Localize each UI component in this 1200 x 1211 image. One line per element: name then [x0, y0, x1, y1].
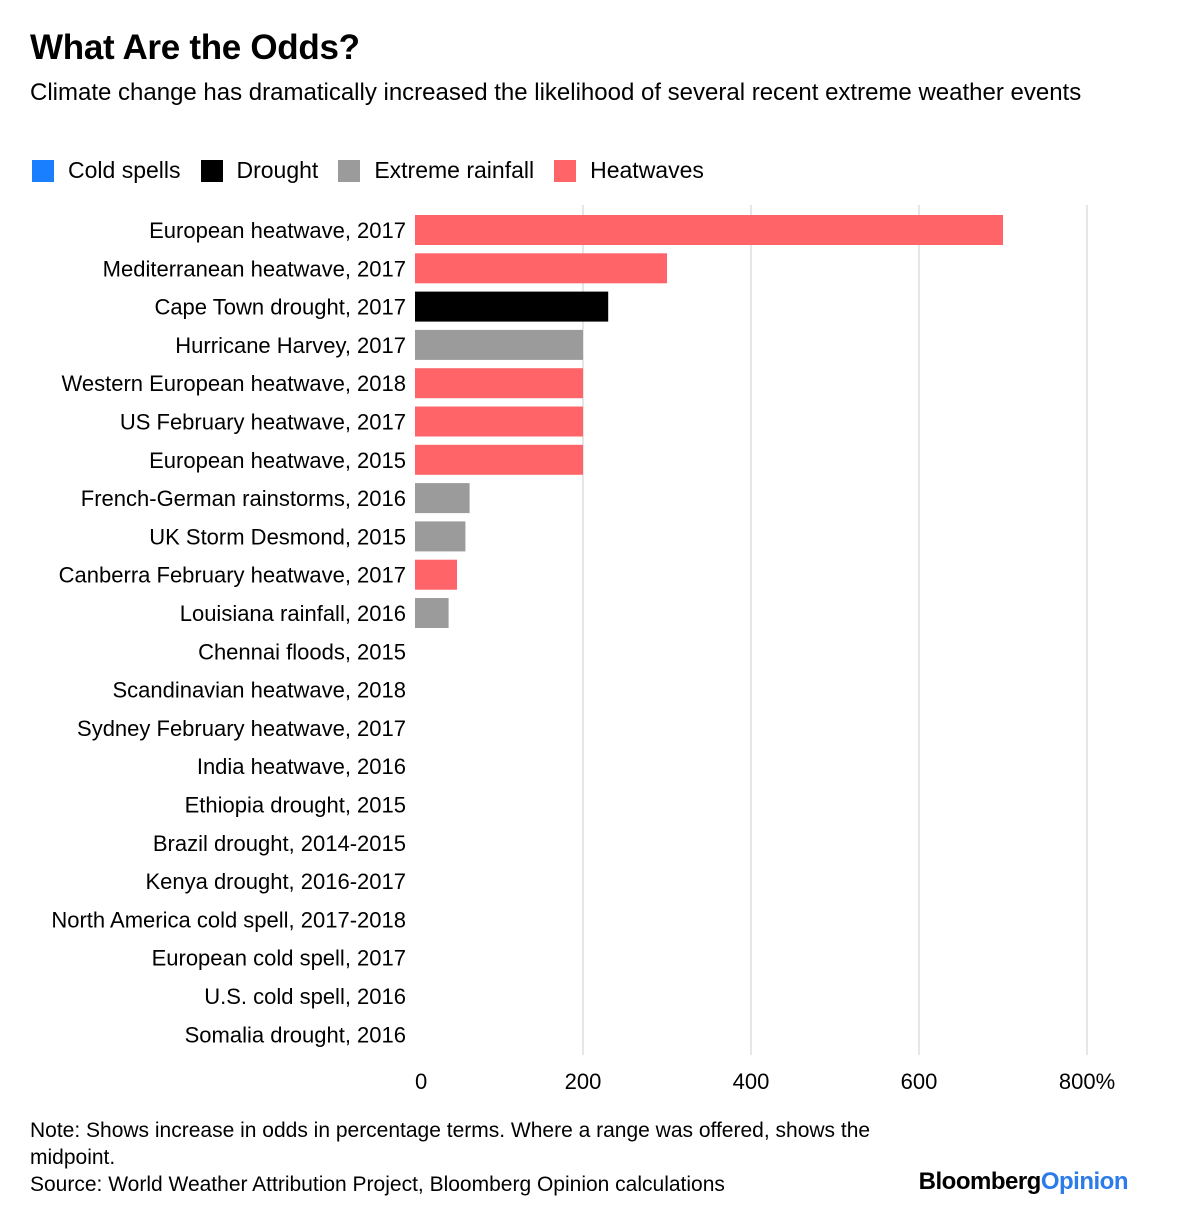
bar — [415, 368, 583, 399]
legend-label-heatwaves: Heatwaves — [590, 157, 704, 183]
category-label: U.S. cold spell, 2016 — [204, 984, 406, 1009]
category-label: Ethiopia drought, 2015 — [185, 793, 406, 818]
category-label: Mediterranean heatwave, 2017 — [103, 256, 406, 281]
bar — [415, 483, 470, 514]
bar — [415, 291, 609, 322]
chart-source: Source: World Weather Attribution Projec… — [30, 1173, 725, 1196]
legend: Cold spells Drought Extreme rainfall Hea… — [32, 157, 724, 184]
legend-swatch-heatwaves — [554, 159, 577, 182]
legend-swatch-cold-spells — [32, 159, 54, 182]
bar — [415, 329, 583, 360]
category-label: French-German rainstorms, 2016 — [81, 486, 406, 511]
legend-item-drought: Drought — [200, 157, 319, 184]
category-label: Somalia drought, 2016 — [185, 1022, 406, 1047]
bar — [415, 444, 583, 475]
category-label: Brazil drought, 2014-2015 — [153, 831, 406, 856]
chart-title: What Are the Odds? — [30, 28, 360, 67]
brand-logo: BloombergOpinion — [918, 1168, 1129, 1196]
legend-item-heatwaves: Heatwaves — [554, 157, 704, 184]
bar — [415, 215, 1003, 245]
legend-swatch-drought — [200, 159, 223, 182]
bar-chart: European heatwave, 2017 Mediterranean hea… — [51, 205, 1115, 1094]
category-label: Kenya drought, 2016-2017 — [145, 869, 406, 894]
legend-swatch-extreme-rainfall — [338, 159, 361, 182]
category-label: European cold spell, 2017 — [152, 946, 406, 971]
category-label: Cape Town drought, 2017 — [154, 295, 406, 320]
category-label: Hurricane Harvey, 2017 — [175, 333, 406, 358]
category-label: UK Storm Desmond, 2015 — [149, 524, 406, 549]
category-label: US February heatwave, 2017 — [120, 410, 406, 435]
category-label: Louisiana rainfall, 2016 — [180, 601, 406, 626]
category-label: European heatwave, 2017 — [149, 218, 406, 243]
bar — [415, 253, 667, 284]
category-label: Canberra February heatwave, 2017 — [59, 563, 406, 588]
x-tick-label: 0 — [415, 1069, 427, 1094]
bar — [415, 559, 457, 590]
category-label: North America cold spell, 2017-2018 — [51, 907, 406, 932]
legend-label-drought: Drought — [236, 157, 319, 183]
x-tick-label: 400 — [733, 1069, 770, 1094]
legend-label-cold-spells: Cold spells — [68, 157, 181, 183]
brand-logo-part1: Bloomberg — [918, 1168, 1042, 1195]
bar — [415, 521, 466, 552]
bar — [415, 598, 449, 628]
x-tick-label: 600 — [901, 1069, 938, 1094]
chart-subtitle: Climate change has dramatically increase… — [30, 79, 1082, 106]
x-tick-label: 200 — [565, 1069, 602, 1094]
legend-item-extreme-rainfall: Extreme rainfall — [338, 157, 534, 184]
brand-logo-part2: Opinion — [1040, 1168, 1129, 1195]
chart-note: Note: Shows increase in odds in percenta… — [30, 1119, 871, 1169]
legend-label-extreme-rainfall: Extreme rainfall — [374, 157, 535, 183]
category-label: Western European heatwave, 2018 — [62, 371, 407, 396]
category-label: European heatwave, 2015 — [149, 448, 406, 473]
category-label: India heatwave, 2016 — [197, 754, 406, 779]
legend-item-cold-spells: Cold spells — [32, 157, 181, 184]
category-label: Chennai floods, 2015 — [198, 639, 406, 664]
x-tick-label: 800% — [1059, 1069, 1115, 1094]
category-label: Sydney February heatwave, 2017 — [77, 716, 406, 741]
category-label: Scandinavian heatwave, 2018 — [112, 678, 406, 703]
bar — [415, 406, 583, 437]
